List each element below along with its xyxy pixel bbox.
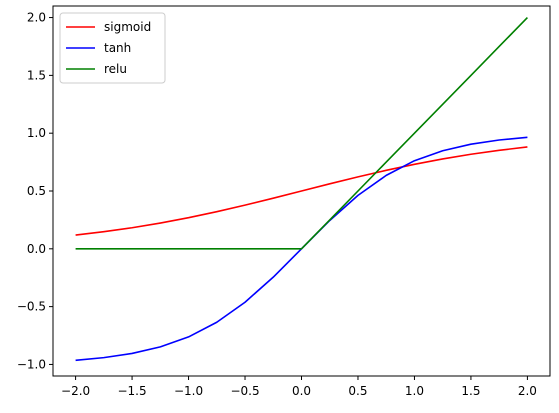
x-tick-label: 2.0: [518, 384, 537, 398]
y-tick-label: −1.0: [17, 357, 46, 371]
y-tick-label: 0.0: [27, 242, 46, 256]
y-tick-label: 2.0: [27, 11, 46, 25]
y-tick-label: 1.0: [27, 126, 46, 140]
x-tick-label: −1.5: [117, 384, 146, 398]
legend-label-sigmoid: sigmoid: [104, 20, 151, 34]
x-tick-label: −1.0: [174, 384, 203, 398]
legend-label-tanh: tanh: [104, 41, 131, 55]
legend-label-relu: relu: [104, 62, 127, 76]
x-tick-label: 0.0: [292, 384, 311, 398]
x-tick-label: 1.0: [405, 384, 424, 398]
legend: sigmoid tanh relu: [60, 13, 165, 83]
y-tick-label: −0.5: [17, 300, 46, 314]
x-tick-label: 1.5: [461, 384, 480, 398]
x-tick-label: −2.0: [61, 384, 90, 398]
y-tick-label: 0.5: [27, 184, 46, 198]
x-tick-label: −0.5: [230, 384, 259, 398]
y-tick-label: 1.5: [27, 68, 46, 82]
x-tick-label: 0.5: [348, 384, 367, 398]
